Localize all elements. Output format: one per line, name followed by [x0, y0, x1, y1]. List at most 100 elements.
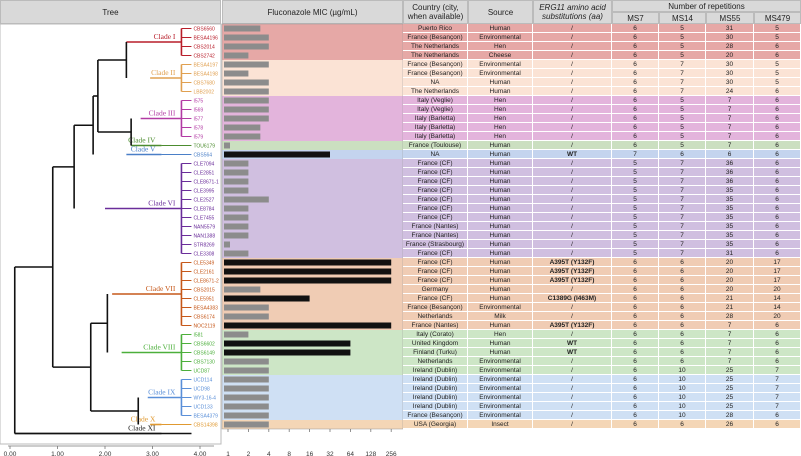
- cell-ms14: 6: [659, 285, 706, 294]
- cell-ms479: 7: [754, 393, 801, 402]
- cell-erg: /: [533, 393, 612, 402]
- tip-label: WY3-16-4: [193, 396, 216, 402]
- mic-bar: [224, 34, 269, 41]
- table-row: Netherlands Environmental/6 6 7 6: [403, 357, 801, 366]
- cell-erg: /: [533, 60, 612, 69]
- mic-bar: [224, 133, 261, 140]
- cell-country: Ireland (Dublin): [403, 384, 468, 393]
- cell-ms7: 5: [612, 204, 659, 213]
- table-row: France (CF) Human/5 7 36 6: [403, 177, 801, 186]
- mic-bar: [224, 376, 269, 383]
- tip-label: CBS6602: [193, 342, 215, 348]
- tip-label: CBS7680: [193, 81, 215, 87]
- cell-ms7: 6: [612, 384, 659, 393]
- cell-ms14: 7: [659, 195, 706, 204]
- table-row: Ireland (Dublin) Environmental/6 10 25 7: [403, 384, 801, 393]
- cell-ms479: 6: [754, 420, 801, 429]
- tip-label: CBS6560: [193, 27, 215, 33]
- table-row: Germany Human/6 6 20 20: [403, 285, 801, 294]
- mic-bar: [224, 250, 249, 257]
- cell-ms7: 6: [612, 60, 659, 69]
- cell-country: Italy (Corato): [403, 330, 468, 339]
- mic-row-bg: [222, 159, 403, 168]
- mic-bar: [224, 151, 330, 158]
- mic-bar: [224, 79, 269, 86]
- cell-ms14: 6: [659, 357, 706, 366]
- cell-source: Human: [468, 213, 533, 222]
- mic-bar: [224, 268, 392, 275]
- cell-ms14: 10: [659, 366, 706, 375]
- mic-bar: [224, 340, 351, 347]
- mic-bar: [224, 277, 392, 284]
- table-row: France (CF) Human/5 7 35 6: [403, 213, 801, 222]
- cell-source: Human: [468, 240, 533, 249]
- mic-bar: [224, 259, 392, 266]
- cell-erg: /: [533, 366, 612, 375]
- cell-country: France (CF): [403, 267, 468, 276]
- cell-ms14: 6: [659, 312, 706, 321]
- cell-ms14: 5: [659, 24, 706, 33]
- cell-ms479: 6: [754, 186, 801, 195]
- cell-country: France (Besançon): [403, 411, 468, 420]
- cell-ms479: 6: [754, 114, 801, 123]
- cell-ms479: 6: [754, 222, 801, 231]
- cell-ms7: 6: [612, 411, 659, 420]
- cell-ms14: 7: [659, 213, 706, 222]
- cell-country: Netherlands: [403, 357, 468, 366]
- cell-erg: /: [533, 87, 612, 96]
- mic-bar: [224, 25, 261, 32]
- tip-label: CBS564: [193, 153, 212, 159]
- cell-ms7: 6: [612, 303, 659, 312]
- cell-ms7: 5: [612, 231, 659, 240]
- cell-country: France (Toulouse): [403, 141, 468, 150]
- tip-label: CLE8784: [193, 207, 214, 213]
- cell-country: Puerto Rico: [403, 24, 468, 33]
- cell-source: Human: [468, 249, 533, 258]
- cell-ms7: 6: [612, 402, 659, 411]
- cell-ms14: 5: [659, 96, 706, 105]
- cell-country: Italy (Barletta): [403, 132, 468, 141]
- mic-row-bg: [222, 105, 403, 114]
- cell-erg: A395T (Y132F): [533, 276, 612, 285]
- cell-ms7: 7: [612, 150, 659, 159]
- cell-country: France (Besançon): [403, 60, 468, 69]
- table-row: France (CF) Human/5 7 35 6: [403, 186, 801, 195]
- cell-erg: /: [533, 33, 612, 42]
- cell-ms55: 28: [706, 411, 754, 420]
- cell-ms55: 25: [706, 375, 754, 384]
- cell-erg: /: [533, 249, 612, 258]
- cell-ms55: 35: [706, 231, 754, 240]
- mic-bar: [224, 385, 269, 392]
- tip-label: CBS6149: [193, 351, 215, 357]
- mic-row-bg: [222, 114, 403, 123]
- cell-ms479: 7: [754, 384, 801, 393]
- table-row: NA Human WT 7 6 6 6: [403, 150, 801, 159]
- mic-bar: [224, 232, 249, 239]
- cell-country: France (Besançon): [403, 303, 468, 312]
- table-row: France (CF) Human/5 7 31 6: [403, 249, 801, 258]
- cell-ms14: 6: [659, 303, 706, 312]
- cell-ms14: 7: [659, 204, 706, 213]
- cell-ms479: 6: [754, 177, 801, 186]
- cell-erg: /: [533, 123, 612, 132]
- tree-axis-label: 0.00: [4, 451, 17, 456]
- mic-row-bg: [222, 213, 403, 222]
- mic-bar: [224, 322, 392, 329]
- cell-ms479: 20: [754, 312, 801, 321]
- erg11-header: ERG11 amino acid substitutions (aa): [533, 0, 612, 24]
- mic-axis-label: 32: [326, 451, 334, 456]
- cell-source: Human: [468, 204, 533, 213]
- mic-row-bg: [222, 303, 403, 312]
- mic-bar: [224, 61, 269, 68]
- cell-erg: WT: [533, 150, 612, 159]
- mic-header: Fluconazole MIC (µg/mL): [222, 0, 403, 24]
- cell-source: Human: [468, 231, 533, 240]
- cell-ms55: 36: [706, 159, 754, 168]
- table-row: The Netherlands Human/6 7 24 6: [403, 87, 801, 96]
- cell-ms55: 20: [706, 267, 754, 276]
- mic-bar: [224, 358, 269, 365]
- tip-label: I581: [193, 333, 203, 339]
- cell-ms55: 35: [706, 222, 754, 231]
- cell-ms14: 5: [659, 114, 706, 123]
- cell-ms7: 6: [612, 258, 659, 267]
